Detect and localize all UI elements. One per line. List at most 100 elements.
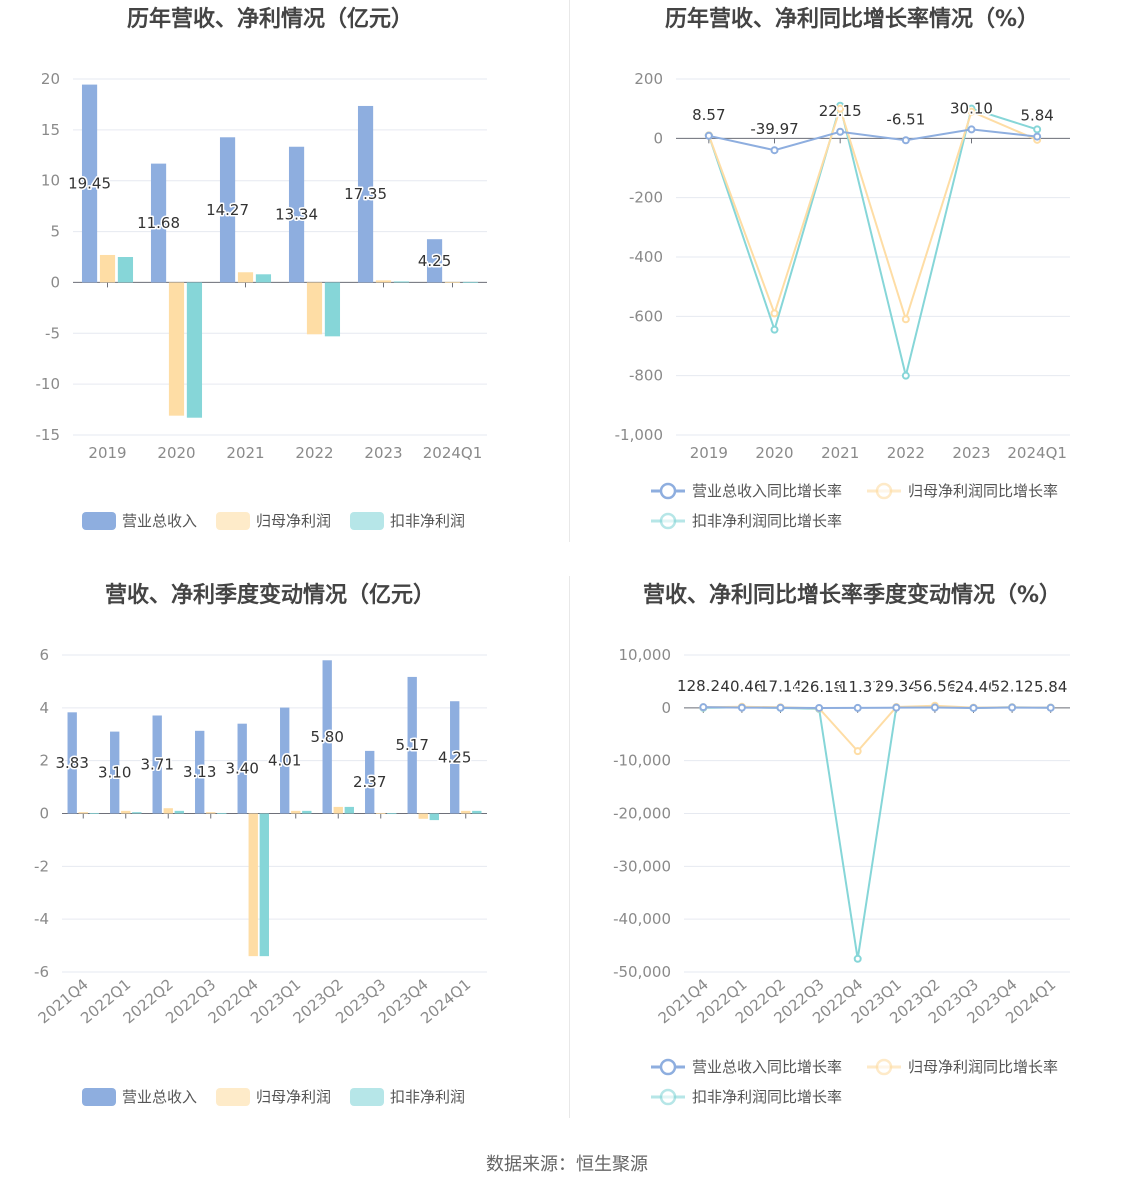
legend-marker: [659, 1058, 677, 1076]
y-tick-label: -20,000: [613, 805, 671, 823]
y-tick-label: 2: [39, 752, 49, 770]
chart-title: 历年营收、净利情况（亿元）: [127, 6, 413, 32]
data-label: 4.01: [268, 752, 301, 770]
y-tick-label: 20: [41, 70, 60, 88]
point-1: [853, 747, 862, 756]
point-0: [1033, 132, 1042, 141]
bar-1: [461, 810, 471, 814]
legend-label: 营业总收入: [122, 1088, 197, 1106]
legend-label: 扣非净利润同比增长率: [692, 512, 842, 530]
point-2: [853, 954, 862, 963]
y-tick-label: -200: [629, 189, 663, 207]
annual-growth-rate-svg: 历年营收、净利同比增长率情况（%） 200 0 -200 -400 -600 -800 -1,…: [615, 6, 1070, 530]
bar-0: [110, 731, 120, 814]
data-label: 3.10: [98, 764, 131, 782]
bar-1: [444, 281, 461, 283]
bar-1: [376, 812, 386, 814]
point-0: [770, 146, 779, 155]
point-0: [704, 131, 713, 140]
data-label: 3.83: [55, 754, 88, 772]
bar-2: [387, 813, 397, 815]
point-2: [770, 325, 779, 334]
bar-0: [322, 660, 332, 814]
x-tick-label: 2023: [364, 444, 402, 462]
point-0: [699, 703, 708, 712]
x-tick-label: 2019: [690, 444, 728, 462]
y-tick-label: 0: [653, 129, 663, 147]
legend-marker: [875, 1058, 893, 1076]
y-tick-label: -800: [629, 367, 663, 385]
y-tick-label: 200: [634, 70, 663, 88]
legend-label: 营业总收入同比增长率: [692, 482, 842, 500]
y-tick-label: 6: [39, 646, 49, 664]
data-label: -39.97: [750, 120, 798, 138]
bar-2: [89, 812, 99, 814]
x-tick-label: 2024Q1: [423, 444, 483, 462]
data-label: 4.25: [438, 748, 471, 766]
bar-1: [306, 282, 323, 335]
bar-0: [365, 750, 375, 814]
y-tick-label: -50,000: [613, 963, 671, 981]
legend-label: 归母净利润同比增长率: [908, 482, 1058, 500]
quarterly-revenue-profit-svg: 营收、净利季度变动情况（亿元）6420-2-4-62021Q42022Q1202…: [34, 582, 487, 1106]
point-1: [901, 315, 910, 324]
bar-0: [288, 146, 305, 283]
bar-2: [429, 813, 439, 821]
data-label: 5.84: [1020, 107, 1053, 125]
bar-0: [67, 712, 77, 814]
legend-label: 扣非净利润同比增长率: [692, 1088, 842, 1106]
y-tick-label: -30,000: [613, 857, 671, 875]
bar-2: [132, 812, 142, 814]
annual-revenue-profit-svg: 历年营收、净利情况（亿元） 20 15 10 5 0 -5 -10 -15 2019 2020 202…: [36, 6, 487, 530]
y-tick-label: -400: [629, 248, 663, 266]
bar-0: [81, 84, 98, 283]
point-2: [1033, 125, 1042, 134]
bar-2: [302, 810, 312, 814]
point-1: [967, 107, 976, 116]
point-0: [1008, 703, 1017, 712]
legend-swatch: [350, 1088, 384, 1106]
y-tick-label: 5: [50, 223, 60, 241]
bar-1: [333, 806, 343, 814]
data-label: -11.37: [834, 678, 882, 696]
data-label: 3.13: [183, 763, 216, 781]
data-label: 5.80: [310, 728, 343, 746]
x-tick-label: 2020: [755, 444, 793, 462]
x-tick-label: 2021: [226, 444, 264, 462]
y-tick-label: -15: [36, 426, 61, 444]
data-label: 30.10: [950, 99, 993, 117]
data-label: -6.51: [886, 110, 925, 128]
data-label: 14.27: [206, 201, 249, 219]
point-0: [892, 703, 901, 712]
point-0: [1046, 703, 1055, 712]
bar-1: [291, 810, 301, 814]
x-tick-label: 2019: [88, 444, 126, 462]
chart-title: 历年营收、净利同比增长率情况（%）: [665, 6, 1039, 32]
vertical-divider-bottom: [569, 576, 570, 1118]
bar-1: [375, 280, 392, 283]
data-label: 3.40: [225, 760, 258, 778]
y-tick-label: 0: [50, 273, 60, 291]
point-1: [836, 104, 845, 113]
legend-label: 营业总收入同比增长率: [692, 1058, 842, 1076]
point-0: [967, 125, 976, 134]
legend-swatch: [82, 1088, 116, 1106]
data-label: 40.46: [720, 678, 763, 696]
legend-label: 扣非净利润: [390, 1088, 465, 1106]
data-label: 4.25: [418, 252, 451, 270]
data-label: -24.40: [949, 678, 997, 696]
y-tick-label: -6: [34, 963, 49, 981]
data-label: 128.24: [677, 677, 730, 695]
point-0: [901, 136, 910, 145]
bar-2: [259, 813, 269, 957]
bar-0: [450, 701, 460, 814]
legend-marker: [659, 512, 677, 530]
data-label: 52.12: [991, 678, 1034, 696]
y-tick-label: -10,000: [613, 752, 671, 770]
legend-swatch: [216, 1088, 250, 1106]
chart-title: 营收、净利同比增长率季度变动情况（%）: [643, 582, 1061, 608]
bar-0: [219, 137, 236, 283]
point-0: [930, 703, 939, 712]
x-tick-label: 2022: [887, 444, 925, 462]
y-tick-label: -40,000: [613, 910, 671, 928]
